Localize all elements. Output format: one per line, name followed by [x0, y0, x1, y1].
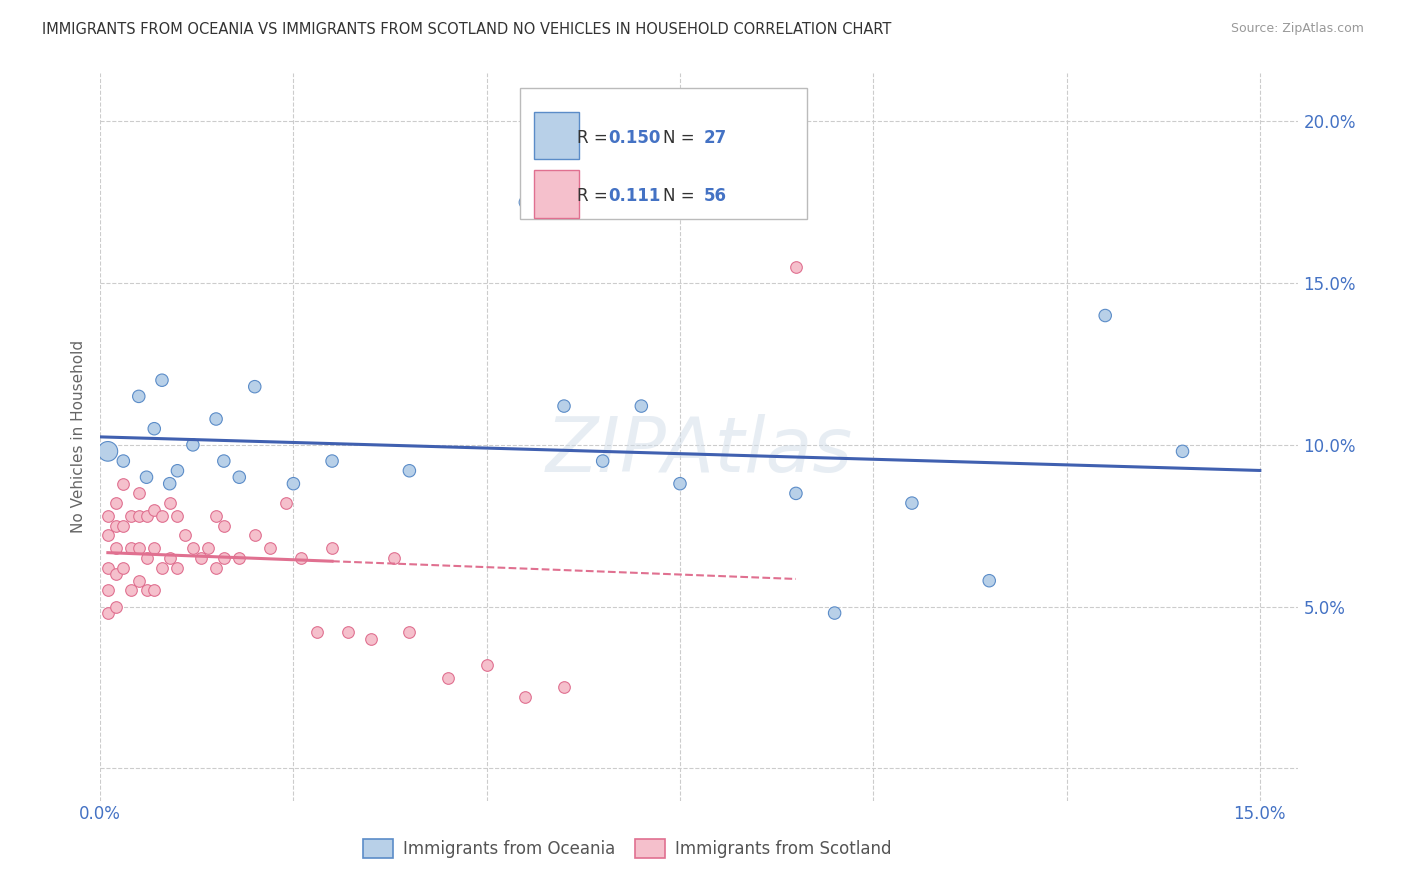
Point	[159, 496, 181, 510]
Y-axis label: No Vehicles in Household: No Vehicles in Household	[72, 340, 86, 533]
Point	[475, 657, 498, 672]
Point	[259, 541, 281, 556]
Point	[228, 470, 250, 484]
Point	[166, 509, 188, 524]
Point	[228, 551, 250, 566]
Point	[104, 541, 127, 556]
Point	[120, 583, 142, 598]
Point	[104, 567, 127, 582]
Text: R =: R =	[576, 187, 619, 205]
Point	[212, 454, 235, 468]
Text: 0.111: 0.111	[609, 187, 661, 205]
Point	[112, 518, 135, 533]
Point	[515, 690, 537, 705]
Text: IMMIGRANTS FROM OCEANIA VS IMMIGRANTS FROM SCOTLAND NO VEHICLES IN HOUSEHOLD COR: IMMIGRANTS FROM OCEANIA VS IMMIGRANTS FR…	[42, 22, 891, 37]
Point	[174, 528, 197, 542]
Point	[321, 541, 343, 556]
Text: 27: 27	[703, 128, 727, 146]
Point	[382, 551, 405, 566]
Point	[97, 561, 120, 575]
Point	[97, 444, 120, 458]
Point	[305, 625, 328, 640]
Point	[166, 561, 188, 575]
Point	[190, 551, 212, 566]
Point	[128, 509, 150, 524]
Text: R =: R =	[576, 128, 613, 146]
Point	[290, 551, 312, 566]
Text: N =: N =	[664, 187, 700, 205]
Point	[135, 583, 157, 598]
Point	[901, 496, 924, 510]
Point	[398, 625, 420, 640]
Point	[979, 574, 1001, 588]
Text: 56: 56	[703, 187, 727, 205]
Point	[181, 438, 204, 452]
Point	[205, 561, 228, 575]
Point	[97, 583, 120, 598]
Text: 0.150: 0.150	[609, 128, 661, 146]
Point	[128, 389, 150, 403]
Point	[104, 599, 127, 614]
Point	[205, 509, 228, 524]
Point	[669, 476, 692, 491]
Text: N =: N =	[664, 128, 700, 146]
Point	[112, 561, 135, 575]
Point	[150, 561, 173, 575]
Point	[181, 541, 204, 556]
Point	[1171, 444, 1194, 458]
Point	[128, 486, 150, 500]
Point	[283, 476, 305, 491]
Point	[205, 412, 228, 426]
Point	[143, 541, 166, 556]
Point	[97, 509, 120, 524]
Point	[437, 671, 460, 685]
Point	[135, 470, 157, 484]
Point	[97, 606, 120, 620]
Text: ZIPAtlas: ZIPAtlas	[546, 415, 853, 488]
Point	[212, 518, 235, 533]
Point	[212, 551, 235, 566]
Point	[104, 496, 127, 510]
Point	[166, 464, 188, 478]
Point	[785, 260, 807, 274]
Point	[553, 399, 575, 413]
Text: Source: ZipAtlas.com: Source: ZipAtlas.com	[1230, 22, 1364, 36]
Point	[398, 464, 420, 478]
Point	[150, 509, 173, 524]
Point	[120, 509, 142, 524]
Point	[785, 486, 807, 500]
Point	[360, 632, 382, 646]
Point	[515, 195, 537, 210]
Point	[128, 574, 150, 588]
Point	[143, 422, 166, 436]
Point	[112, 476, 135, 491]
Point	[197, 541, 219, 556]
Point	[1094, 309, 1116, 323]
Point	[336, 625, 359, 640]
Point	[143, 583, 166, 598]
Point	[159, 551, 181, 566]
Point	[112, 454, 135, 468]
Point	[104, 518, 127, 533]
Point	[824, 606, 846, 620]
Point	[274, 496, 297, 510]
Legend: Immigrants from Oceania, Immigrants from Scotland: Immigrants from Oceania, Immigrants from…	[356, 832, 898, 865]
Point	[592, 454, 614, 468]
Point	[321, 454, 343, 468]
Point	[243, 528, 266, 542]
Point	[97, 528, 120, 542]
Point	[120, 541, 142, 556]
Point	[159, 476, 181, 491]
Point	[553, 681, 575, 695]
Point	[630, 399, 652, 413]
Point	[135, 551, 157, 566]
Point	[150, 373, 173, 387]
Point	[128, 541, 150, 556]
Point	[135, 509, 157, 524]
Point	[243, 379, 266, 393]
Point	[143, 502, 166, 516]
